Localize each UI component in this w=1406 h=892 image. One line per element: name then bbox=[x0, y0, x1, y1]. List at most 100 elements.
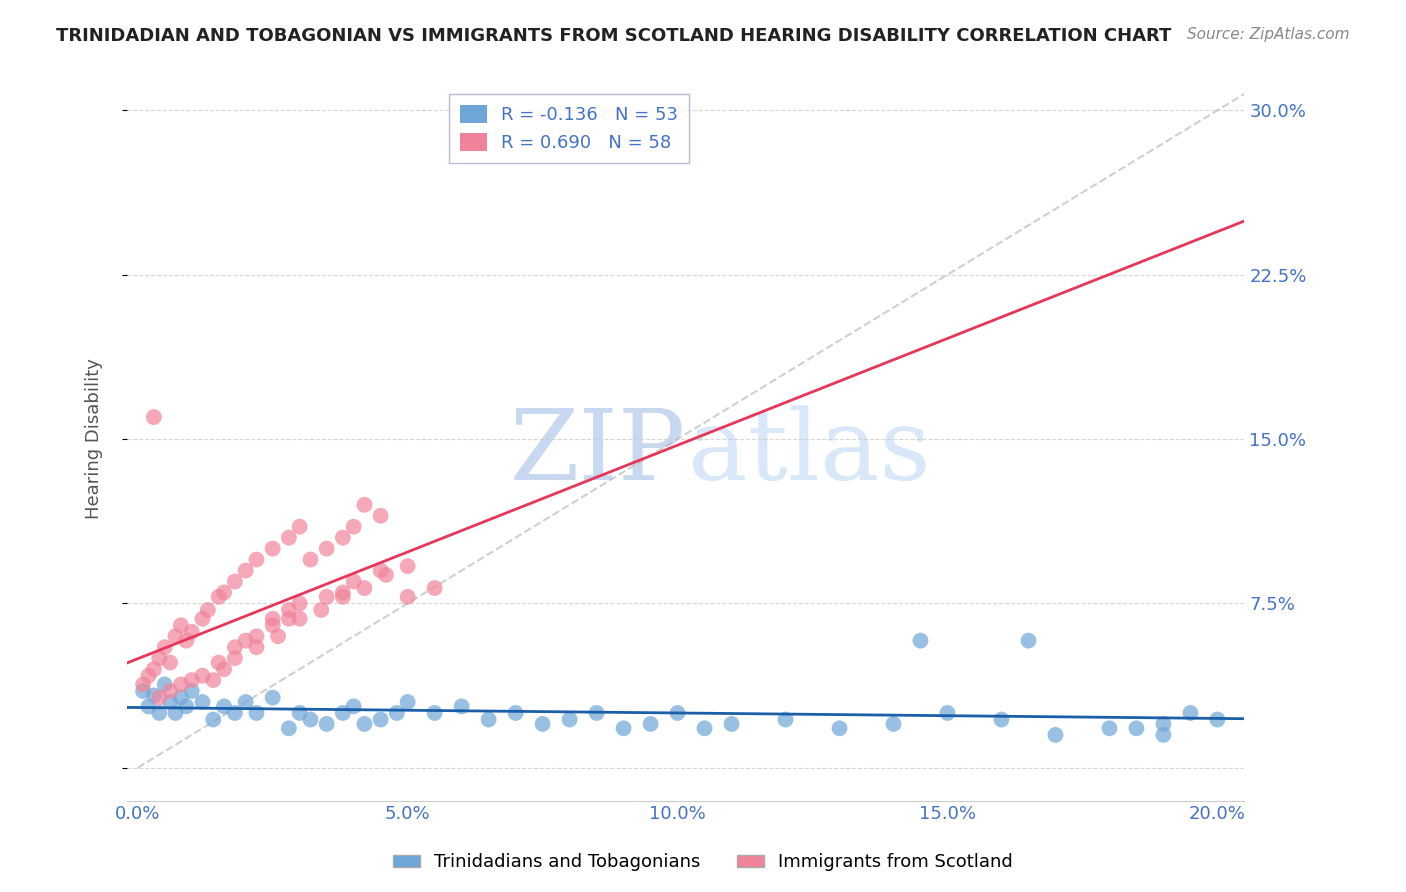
Point bbox=[142, 662, 165, 676]
Point bbox=[191, 695, 214, 709]
Point bbox=[640, 717, 662, 731]
Point bbox=[262, 618, 284, 632]
Point bbox=[191, 612, 214, 626]
Point bbox=[170, 618, 193, 632]
Point bbox=[332, 590, 354, 604]
Point bbox=[165, 629, 187, 643]
Point bbox=[142, 689, 165, 703]
Point bbox=[224, 640, 246, 655]
Point bbox=[159, 684, 181, 698]
Point bbox=[170, 690, 193, 705]
Point bbox=[212, 585, 235, 599]
Point bbox=[370, 713, 392, 727]
Text: atlas: atlas bbox=[688, 406, 931, 501]
Point bbox=[262, 541, 284, 556]
Point bbox=[224, 574, 246, 589]
Point bbox=[882, 717, 904, 731]
Text: ZIP: ZIP bbox=[509, 406, 686, 501]
Point bbox=[277, 531, 299, 545]
Point bbox=[148, 706, 170, 720]
Point bbox=[666, 706, 689, 720]
Point bbox=[531, 717, 554, 731]
Point bbox=[315, 717, 337, 731]
Point bbox=[936, 706, 959, 720]
Point bbox=[288, 706, 311, 720]
Point bbox=[450, 699, 472, 714]
Point bbox=[245, 552, 267, 566]
Point bbox=[174, 699, 197, 714]
Point bbox=[262, 612, 284, 626]
Point bbox=[1152, 728, 1174, 742]
Point bbox=[212, 699, 235, 714]
Point bbox=[180, 673, 202, 687]
Point bbox=[1045, 728, 1067, 742]
Point bbox=[315, 590, 337, 604]
Point bbox=[288, 519, 311, 533]
Point bbox=[1152, 717, 1174, 731]
Point bbox=[396, 695, 419, 709]
Point bbox=[990, 713, 1012, 727]
Point bbox=[208, 590, 231, 604]
Point bbox=[353, 498, 375, 512]
Point bbox=[385, 706, 408, 720]
Point bbox=[245, 706, 267, 720]
Point bbox=[332, 585, 354, 599]
Point bbox=[180, 684, 202, 698]
Point bbox=[159, 656, 181, 670]
Point bbox=[693, 721, 716, 735]
Point bbox=[396, 559, 419, 574]
Point bbox=[191, 669, 214, 683]
Point bbox=[423, 706, 446, 720]
Point bbox=[299, 713, 322, 727]
Point bbox=[142, 410, 165, 425]
Point bbox=[277, 721, 299, 735]
Point bbox=[478, 713, 501, 727]
Point bbox=[224, 651, 246, 665]
Point bbox=[1125, 721, 1147, 735]
Point bbox=[353, 581, 375, 595]
Point bbox=[558, 713, 581, 727]
Point bbox=[197, 603, 219, 617]
Point bbox=[309, 603, 332, 617]
Point bbox=[262, 690, 284, 705]
Point bbox=[613, 721, 636, 735]
Point bbox=[224, 706, 246, 720]
Point bbox=[267, 629, 290, 643]
Point bbox=[138, 699, 160, 714]
Point bbox=[775, 713, 797, 727]
Point bbox=[148, 690, 170, 705]
Point bbox=[505, 706, 527, 720]
Point bbox=[174, 633, 197, 648]
Text: Source: ZipAtlas.com: Source: ZipAtlas.com bbox=[1187, 27, 1350, 42]
Point bbox=[343, 574, 366, 589]
Point bbox=[277, 603, 299, 617]
Point bbox=[148, 651, 170, 665]
Point bbox=[423, 581, 446, 595]
Point bbox=[353, 717, 375, 731]
Point bbox=[828, 721, 851, 735]
Point bbox=[208, 656, 231, 670]
Point bbox=[235, 695, 257, 709]
Point bbox=[153, 677, 176, 691]
Point bbox=[1098, 721, 1121, 735]
Y-axis label: Hearing Disability: Hearing Disability bbox=[86, 359, 103, 519]
Point bbox=[1206, 713, 1229, 727]
Point bbox=[235, 633, 257, 648]
Point bbox=[720, 717, 742, 731]
Point bbox=[277, 612, 299, 626]
Point bbox=[332, 531, 354, 545]
Text: TRINIDADIAN AND TOBAGONIAN VS IMMIGRANTS FROM SCOTLAND HEARING DISABILITY CORREL: TRINIDADIAN AND TOBAGONIAN VS IMMIGRANTS… bbox=[56, 27, 1171, 45]
Point bbox=[315, 541, 337, 556]
Point bbox=[245, 629, 267, 643]
Point bbox=[245, 640, 267, 655]
Point bbox=[1017, 633, 1039, 648]
Legend: Trinidadians and Tobagonians, Immigrants from Scotland: Trinidadians and Tobagonians, Immigrants… bbox=[385, 847, 1021, 879]
Point bbox=[153, 640, 176, 655]
Point bbox=[396, 590, 419, 604]
Point bbox=[180, 624, 202, 639]
Point bbox=[370, 564, 392, 578]
Point bbox=[159, 695, 181, 709]
Point bbox=[343, 699, 366, 714]
Point bbox=[910, 633, 932, 648]
Legend: R = -0.136   N = 53, R = 0.690   N = 58: R = -0.136 N = 53, R = 0.690 N = 58 bbox=[449, 94, 689, 163]
